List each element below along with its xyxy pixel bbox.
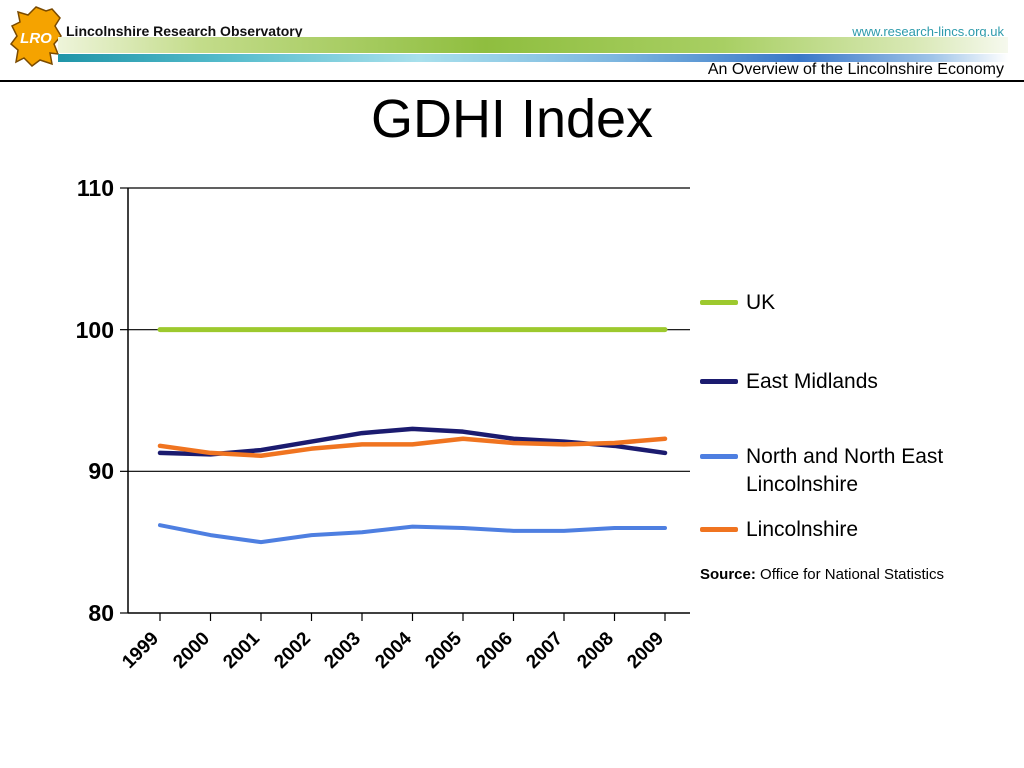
lro-logo-text: LRO [20, 30, 52, 47]
series-line-north-and-north-east-lincolnshire [158, 523, 667, 545]
source-text: Office for National Statistics [755, 566, 944, 583]
x-tick-label: 2005 [421, 628, 467, 673]
x-tick-label: 2003 [320, 628, 366, 673]
page-title: GDHI Index [370, 89, 654, 149]
x-tick-label: 2009 [623, 628, 669, 673]
gdhi-line-chart [120, 187, 690, 621]
header-stripe-bar [58, 54, 1008, 62]
legend-label-lincolnshire: Lincolnshire [746, 518, 859, 541]
legend-label-uk: UK [746, 291, 776, 314]
x-tick-label: 2004 [370, 628, 416, 673]
y-tick-label: 100 [75, 316, 114, 343]
website-link[interactable]: www.research-lincs.org.uk [852, 24, 1004, 39]
series-line-lincolnshire [157, 436, 668, 458]
x-tick-label: 2007 [522, 628, 568, 673]
x-tick-label: 2000 [168, 628, 214, 673]
legend-item-lincolnshire: Lincolnshire [700, 516, 1000, 544]
lro-logo: LRO [8, 5, 64, 69]
x-tick-label: 2006 [471, 628, 517, 673]
y-axis-labels: 80 90 100 110 [0, 170, 114, 640]
legend-item-uk: UK [700, 289, 1000, 317]
gdhi-chart-area: 80 90 100 110 1999 2000 2001 2002 2003 2004 2005 2… [0, 170, 1024, 730]
x-tick-label: 1999 [118, 628, 164, 673]
lro-logo-icon: LRO [9, 6, 62, 67]
source-note: Source: Office for National Statistics [700, 566, 944, 583]
east-midlands-line-swatch-icon [700, 379, 738, 384]
uk-line-swatch-icon [700, 300, 738, 305]
header-green-bar [58, 37, 1008, 53]
header-divider [0, 80, 1024, 82]
x-tick-label: 2008 [572, 628, 618, 673]
x-tick-label: 2001 [219, 628, 265, 673]
legend-item-east-midlands: East Midlands [700, 368, 1000, 396]
legend-label-nnel: North and North East Lincolnshire [746, 445, 944, 496]
slide-subtitle: An Overview of the Lincolnshire Economy [707, 61, 1004, 78]
lincolnshire-line-swatch-icon [700, 527, 738, 532]
legend-item-nnel: North and North East Lincolnshire [700, 443, 1000, 499]
y-tick-label: 80 [88, 600, 114, 626]
x-tick-label: 2002 [269, 628, 315, 673]
y-tick-label: 110 [76, 175, 114, 201]
y-tick-label: 90 [88, 458, 114, 485]
legend-label-east-midlands: East Midlands [746, 370, 878, 393]
nnel-line-swatch-icon [700, 454, 738, 459]
source-label: Source: [700, 566, 756, 583]
x-axis-labels: 1999 2000 2001 2002 2003 2004 2005 2006 2007 2008… [0, 625, 760, 725]
org-name: Lincolnshire Research Observatory [66, 23, 303, 39]
